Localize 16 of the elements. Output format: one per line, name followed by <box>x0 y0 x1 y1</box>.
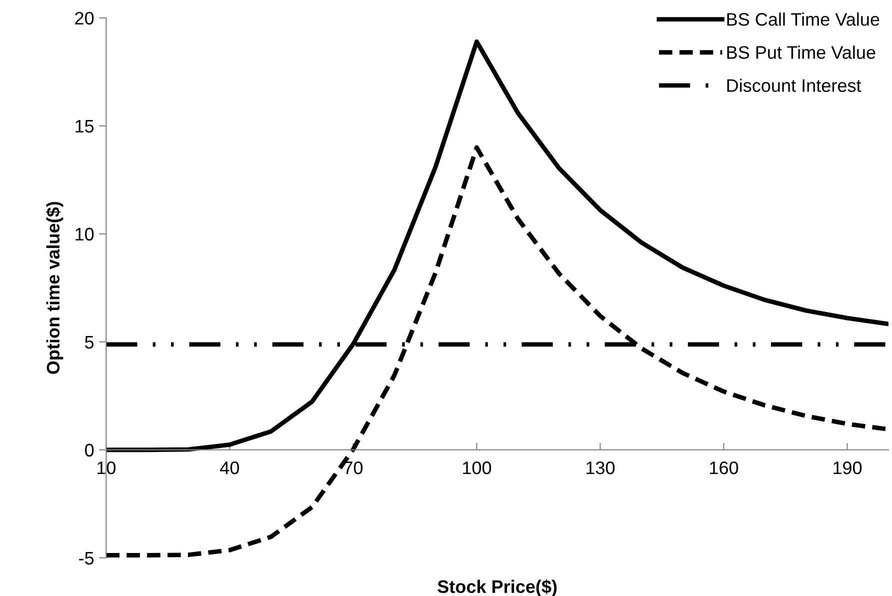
y-axis-title: Option time value($) <box>46 202 64 374</box>
legend-label: BS Call Time Value <box>727 12 880 26</box>
x-tick-label: 40 <box>220 461 240 474</box>
x-tick-label: 160 <box>710 461 738 474</box>
x-tick-label: 130 <box>586 461 615 474</box>
y-tick-label: 5 <box>85 336 94 349</box>
y-tick-label: 10 <box>76 228 94 241</box>
x-tick-label: 10 <box>97 461 116 474</box>
y-tick-label: 0 <box>85 444 94 457</box>
y-tick-label: 20 <box>75 12 94 25</box>
legend-label: BS Put Time Value <box>727 46 876 59</box>
y-tick-label: 15 <box>76 120 94 133</box>
legend-label: Discount Interest <box>727 78 862 92</box>
x-tick-label: 100 <box>463 461 492 474</box>
y-tick-label: -5 <box>79 552 94 565</box>
x-tick-label: 190 <box>834 461 862 474</box>
